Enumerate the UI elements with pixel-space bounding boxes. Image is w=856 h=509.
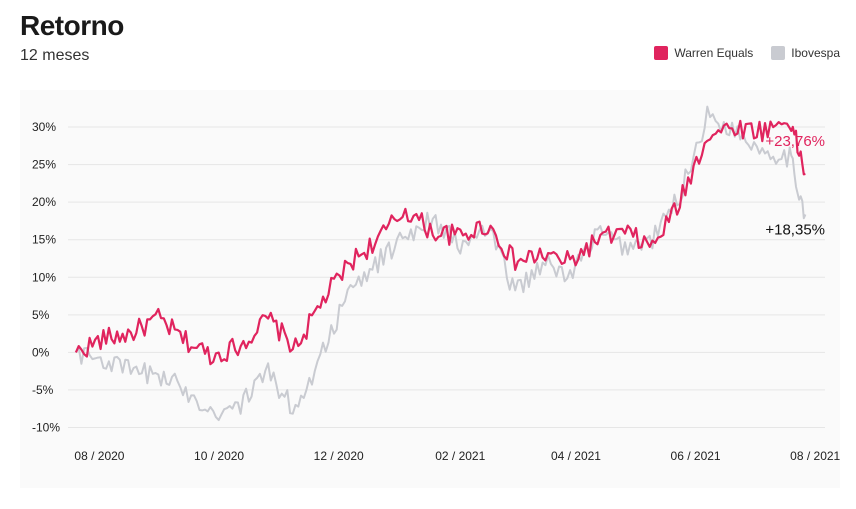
series-layer: [74, 105, 807, 422]
y-tick-label: -5%: [32, 383, 54, 397]
x-tick-label: 06 / 2021: [671, 449, 721, 463]
legend-item-warren[interactable]: Warren Equals: [654, 46, 753, 60]
chart-subtitle: 12 meses: [20, 47, 90, 64]
end-labels: +23,76% +18,35%: [765, 133, 825, 239]
chart-panel: 30% 25% 20% 15% 10% 5% 0% -5% -10% 08 / 2020 10 /…: [20, 90, 840, 488]
x-axis-labels: 08 / 2020 10 / 2020 12 / 2020 02 / 2021 04 /…: [74, 449, 840, 463]
chart-title: Retorno: [20, 10, 124, 41]
y-tick-label: 0%: [32, 345, 50, 359]
x-tick-label: 08 / 2021: [790, 449, 840, 463]
series-line-ibovespa: [75, 105, 807, 422]
y-axis-labels: 30% 25% 20% 15% 10% 5% 0% -5% -10%: [32, 120, 60, 434]
legend-label-ibovespa: Ibovespa: [791, 46, 840, 60]
y-tick-label: -10%: [32, 420, 60, 434]
grid-layer: [68, 126, 825, 428]
x-tick-label: 08 / 2020: [74, 449, 124, 463]
end-label-ibovespa: +18,35%: [765, 222, 825, 239]
end-label-warren-equals: +23,76%: [765, 133, 825, 150]
legend-swatch-ibovespa: [771, 46, 786, 60]
x-tick-label: 10 / 2020: [194, 449, 244, 463]
series-line-warren-equals: [74, 119, 806, 366]
y-tick-label: 10%: [32, 270, 56, 284]
y-tick-label: 15%: [32, 233, 56, 247]
line-chart: 30% 25% 20% 15% 10% 5% 0% -5% -10% 08 / 2020 10 /…: [32, 105, 840, 463]
legend-label-warren: Warren Equals: [674, 46, 754, 60]
chart-legend: Warren Equals Ibovespa: [654, 46, 840, 60]
x-tick-label: 02 / 2021: [435, 449, 485, 463]
y-tick-label: 25%: [32, 158, 56, 172]
y-tick-label: 30%: [32, 120, 56, 134]
legend-swatch-warren: [654, 46, 669, 60]
x-tick-label: 04 / 2021: [551, 449, 601, 463]
y-tick-label: 5%: [32, 308, 50, 322]
x-tick-label: 12 / 2020: [314, 449, 364, 463]
y-tick-label: 20%: [32, 195, 56, 209]
legend-item-ibovespa[interactable]: Ibovespa: [771, 46, 840, 60]
